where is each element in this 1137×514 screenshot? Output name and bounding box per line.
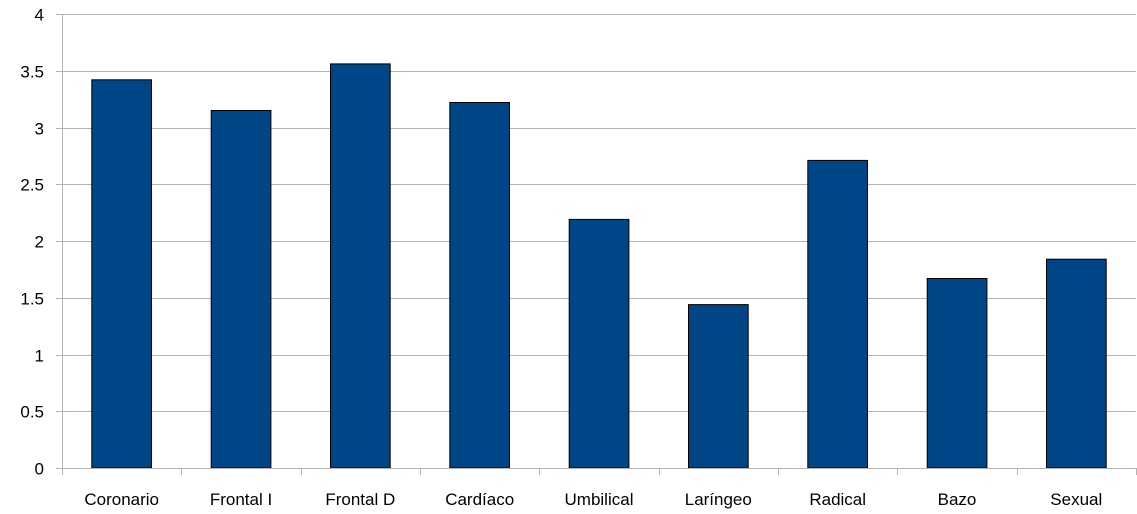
x-tick-label: Laríngeo — [685, 490, 752, 509]
y-tick-label: 1 — [35, 347, 44, 366]
y-tick-label: 3 — [35, 120, 44, 139]
x-tick-label: Coronario — [84, 490, 159, 509]
bar-1 — [210, 110, 272, 469]
axes — [56, 14, 1137, 475]
bar-6 — [807, 159, 868, 469]
bar-0 — [91, 79, 153, 469]
y-tick-label: 2.5 — [20, 176, 44, 195]
x-tick-label: Cardíaco — [445, 490, 514, 509]
x-axis-ticks: Coronario Frontal I Frontal D Cardíaco Umbil… — [84, 490, 1102, 509]
x-tick-label: Umbilical — [565, 490, 634, 509]
y-tick-label: 3.5 — [20, 63, 44, 82]
y-tick-label: 2 — [35, 233, 44, 252]
bar-7 — [926, 278, 988, 469]
y-axis-ticks: 0 0.5 1 1.5 2 2.5 3 3.5 4 — [20, 6, 44, 479]
y-tick-label: 4 — [35, 6, 44, 25]
x-tick-label: Bazo — [938, 490, 977, 509]
bar-2 — [330, 63, 391, 469]
bar-8 — [1046, 258, 1107, 469]
x-tick-label: Sexual — [1050, 490, 1102, 509]
y-tick-label: 0 — [35, 460, 44, 479]
x-tick-label: Frontal D — [325, 490, 395, 509]
bars — [91, 63, 1107, 469]
bar-3 — [449, 102, 510, 469]
y-tick-label: 1.5 — [20, 290, 44, 309]
x-tick-label: Frontal I — [210, 490, 272, 509]
bar-5 — [688, 304, 749, 469]
x-tick-label: Radical — [809, 490, 866, 509]
y-tick-label: 0.5 — [20, 403, 44, 422]
bar-4 — [568, 218, 630, 469]
